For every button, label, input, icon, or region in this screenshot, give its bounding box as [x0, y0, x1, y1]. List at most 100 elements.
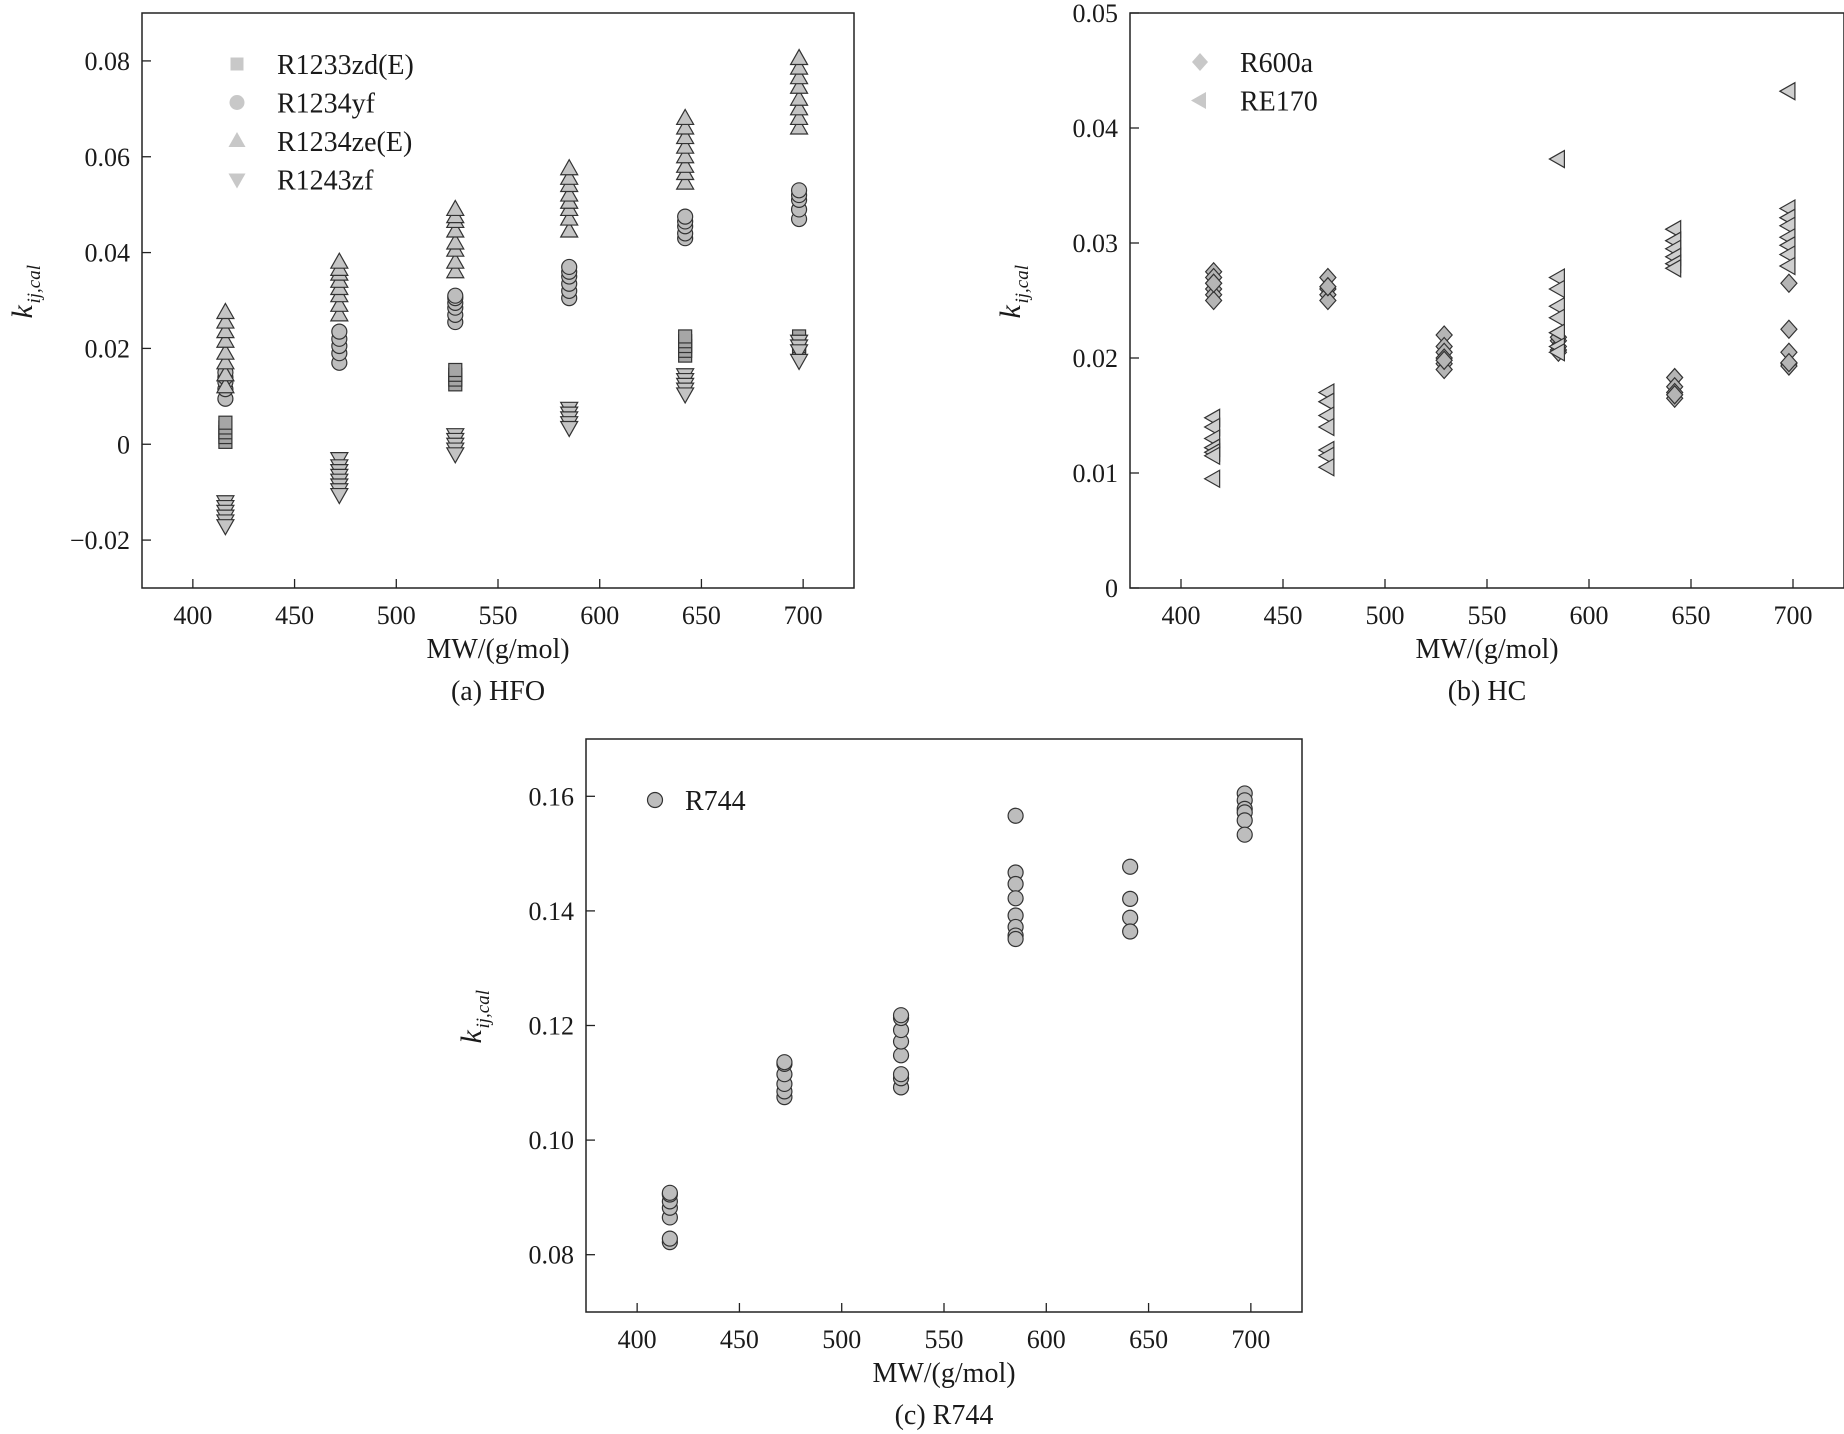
- x-tick-label: 450: [720, 1325, 759, 1354]
- data-point: [1319, 290, 1337, 311]
- data-point: [1236, 812, 1253, 829]
- x-tick-label: 550: [1468, 601, 1507, 630]
- x-tick-label: 650: [1672, 601, 1711, 630]
- y-axis-label-main: k: [6, 305, 39, 319]
- x-tick-label: 600: [1027, 1325, 1066, 1354]
- data-point: [1778, 244, 1796, 265]
- data-point: [1122, 890, 1139, 907]
- legend: R600a RE170: [1191, 48, 1318, 118]
- data-point: [789, 117, 809, 135]
- data-point: [1236, 826, 1253, 843]
- x-tick-label: 700: [784, 601, 823, 630]
- y-tick-label: 0.05: [1073, 0, 1119, 28]
- data-point: [1778, 81, 1796, 101]
- data-point: [789, 77, 809, 94]
- data-point: [215, 321, 235, 339]
- data-point: [892, 1066, 910, 1083]
- y-axis-label-main: k: [994, 305, 1027, 319]
- data-point: [1548, 308, 1566, 328]
- y-tick-label: 0.02: [85, 334, 131, 363]
- data-point: [448, 362, 463, 378]
- y-tick-label: 0: [1105, 574, 1118, 603]
- legend-label: R1234yf: [277, 89, 376, 120]
- data-point: [1548, 323, 1566, 343]
- data-point: [1122, 909, 1139, 926]
- data-point: [561, 258, 578, 276]
- plot-frame: [1129, 12, 1844, 589]
- y-tick-label: 0.06: [85, 143, 131, 172]
- data-point: [1122, 923, 1139, 940]
- data-point: [789, 98, 809, 116]
- series-circle: [217, 182, 808, 407]
- legend-label: R1233zd(E): [277, 50, 414, 81]
- data-point: [215, 519, 235, 536]
- data-point: [215, 376, 235, 394]
- y-tick-label: 0.03: [1073, 229, 1119, 258]
- data-point: [1664, 219, 1682, 239]
- x-tick-label: 500: [377, 601, 416, 630]
- data-point: [892, 1047, 910, 1064]
- chart-c: 400 450 500 550 600 650 700 0.08 0.10 0.12 0.14 0.1…: [455, 738, 1303, 1431]
- data-point: [1007, 930, 1024, 948]
- data-point: [776, 1054, 793, 1071]
- series-circle: [661, 785, 1253, 1251]
- y-tick-label: 0: [117, 430, 130, 459]
- y-tick-label: 0.04: [85, 239, 131, 268]
- y-tick-label: 0.14: [529, 897, 575, 926]
- data-point: [1778, 216, 1796, 236]
- data-point: [675, 146, 695, 164]
- y-tick-label: −0.02: [70, 526, 130, 555]
- data-point: [447, 287, 464, 304]
- data-point: [790, 182, 808, 199]
- x-tick-label: 600: [580, 601, 619, 630]
- legend-marker: [228, 132, 246, 147]
- data-point: [1778, 256, 1796, 276]
- legend-label: R600a: [1240, 48, 1314, 79]
- data-point: [789, 89, 809, 106]
- x-tick-label: 600: [1570, 601, 1609, 630]
- legend-label: R744: [685, 786, 746, 817]
- legend: R744: [646, 786, 746, 817]
- data-point: [789, 48, 809, 66]
- x-tick-label: 450: [1264, 601, 1303, 630]
- y-axis-label: kij,cal: [6, 265, 45, 319]
- y-axis-label-sub: ij,cal: [473, 990, 494, 1029]
- data-point: [661, 1184, 678, 1201]
- data-point: [1548, 279, 1566, 299]
- data-point: [677, 208, 694, 225]
- data-point: [1780, 352, 1798, 373]
- series-triangle-down: [215, 334, 809, 536]
- y-axis-label-sub: ij,cal: [24, 265, 45, 304]
- legend-label: RE170: [1240, 87, 1318, 118]
- data-point: [1548, 267, 1566, 288]
- data-point: [1317, 392, 1335, 412]
- x-tick-label: 400: [1162, 601, 1201, 630]
- data-point: [215, 364, 235, 382]
- data-point: [215, 311, 235, 329]
- data-point: [1317, 405, 1335, 426]
- data-point: [215, 302, 235, 320]
- plot-frame: [141, 12, 855, 589]
- x-axis-label: MW/(g/mol): [426, 634, 569, 665]
- data-point: [1007, 875, 1024, 893]
- legend-marker: [1191, 92, 1206, 109]
- data-point: [675, 117, 695, 135]
- plot-frame: [585, 738, 1303, 1313]
- data-point: [1317, 446, 1335, 466]
- data-point: [331, 323, 348, 340]
- legend-marker: [646, 791, 664, 809]
- chart-caption: (c) R744: [895, 1400, 994, 1431]
- data-point: [1007, 807, 1024, 824]
- data-point: [1122, 858, 1139, 875]
- data-point: [789, 67, 809, 85]
- legend-marker: [230, 57, 244, 71]
- data-point: [1548, 342, 1566, 362]
- data-point: [215, 331, 235, 348]
- data-point: [559, 168, 579, 185]
- series-triangle-left: [1203, 81, 1796, 489]
- data-point: [675, 127, 695, 145]
- x-tick-label: 400: [618, 1325, 657, 1354]
- y-axis-label: kij,cal: [455, 990, 494, 1044]
- legend: R1233zd(E) R1234yf R1234ze(E) R1243zf: [228, 50, 414, 197]
- x-tick-label: 650: [1129, 1325, 1168, 1354]
